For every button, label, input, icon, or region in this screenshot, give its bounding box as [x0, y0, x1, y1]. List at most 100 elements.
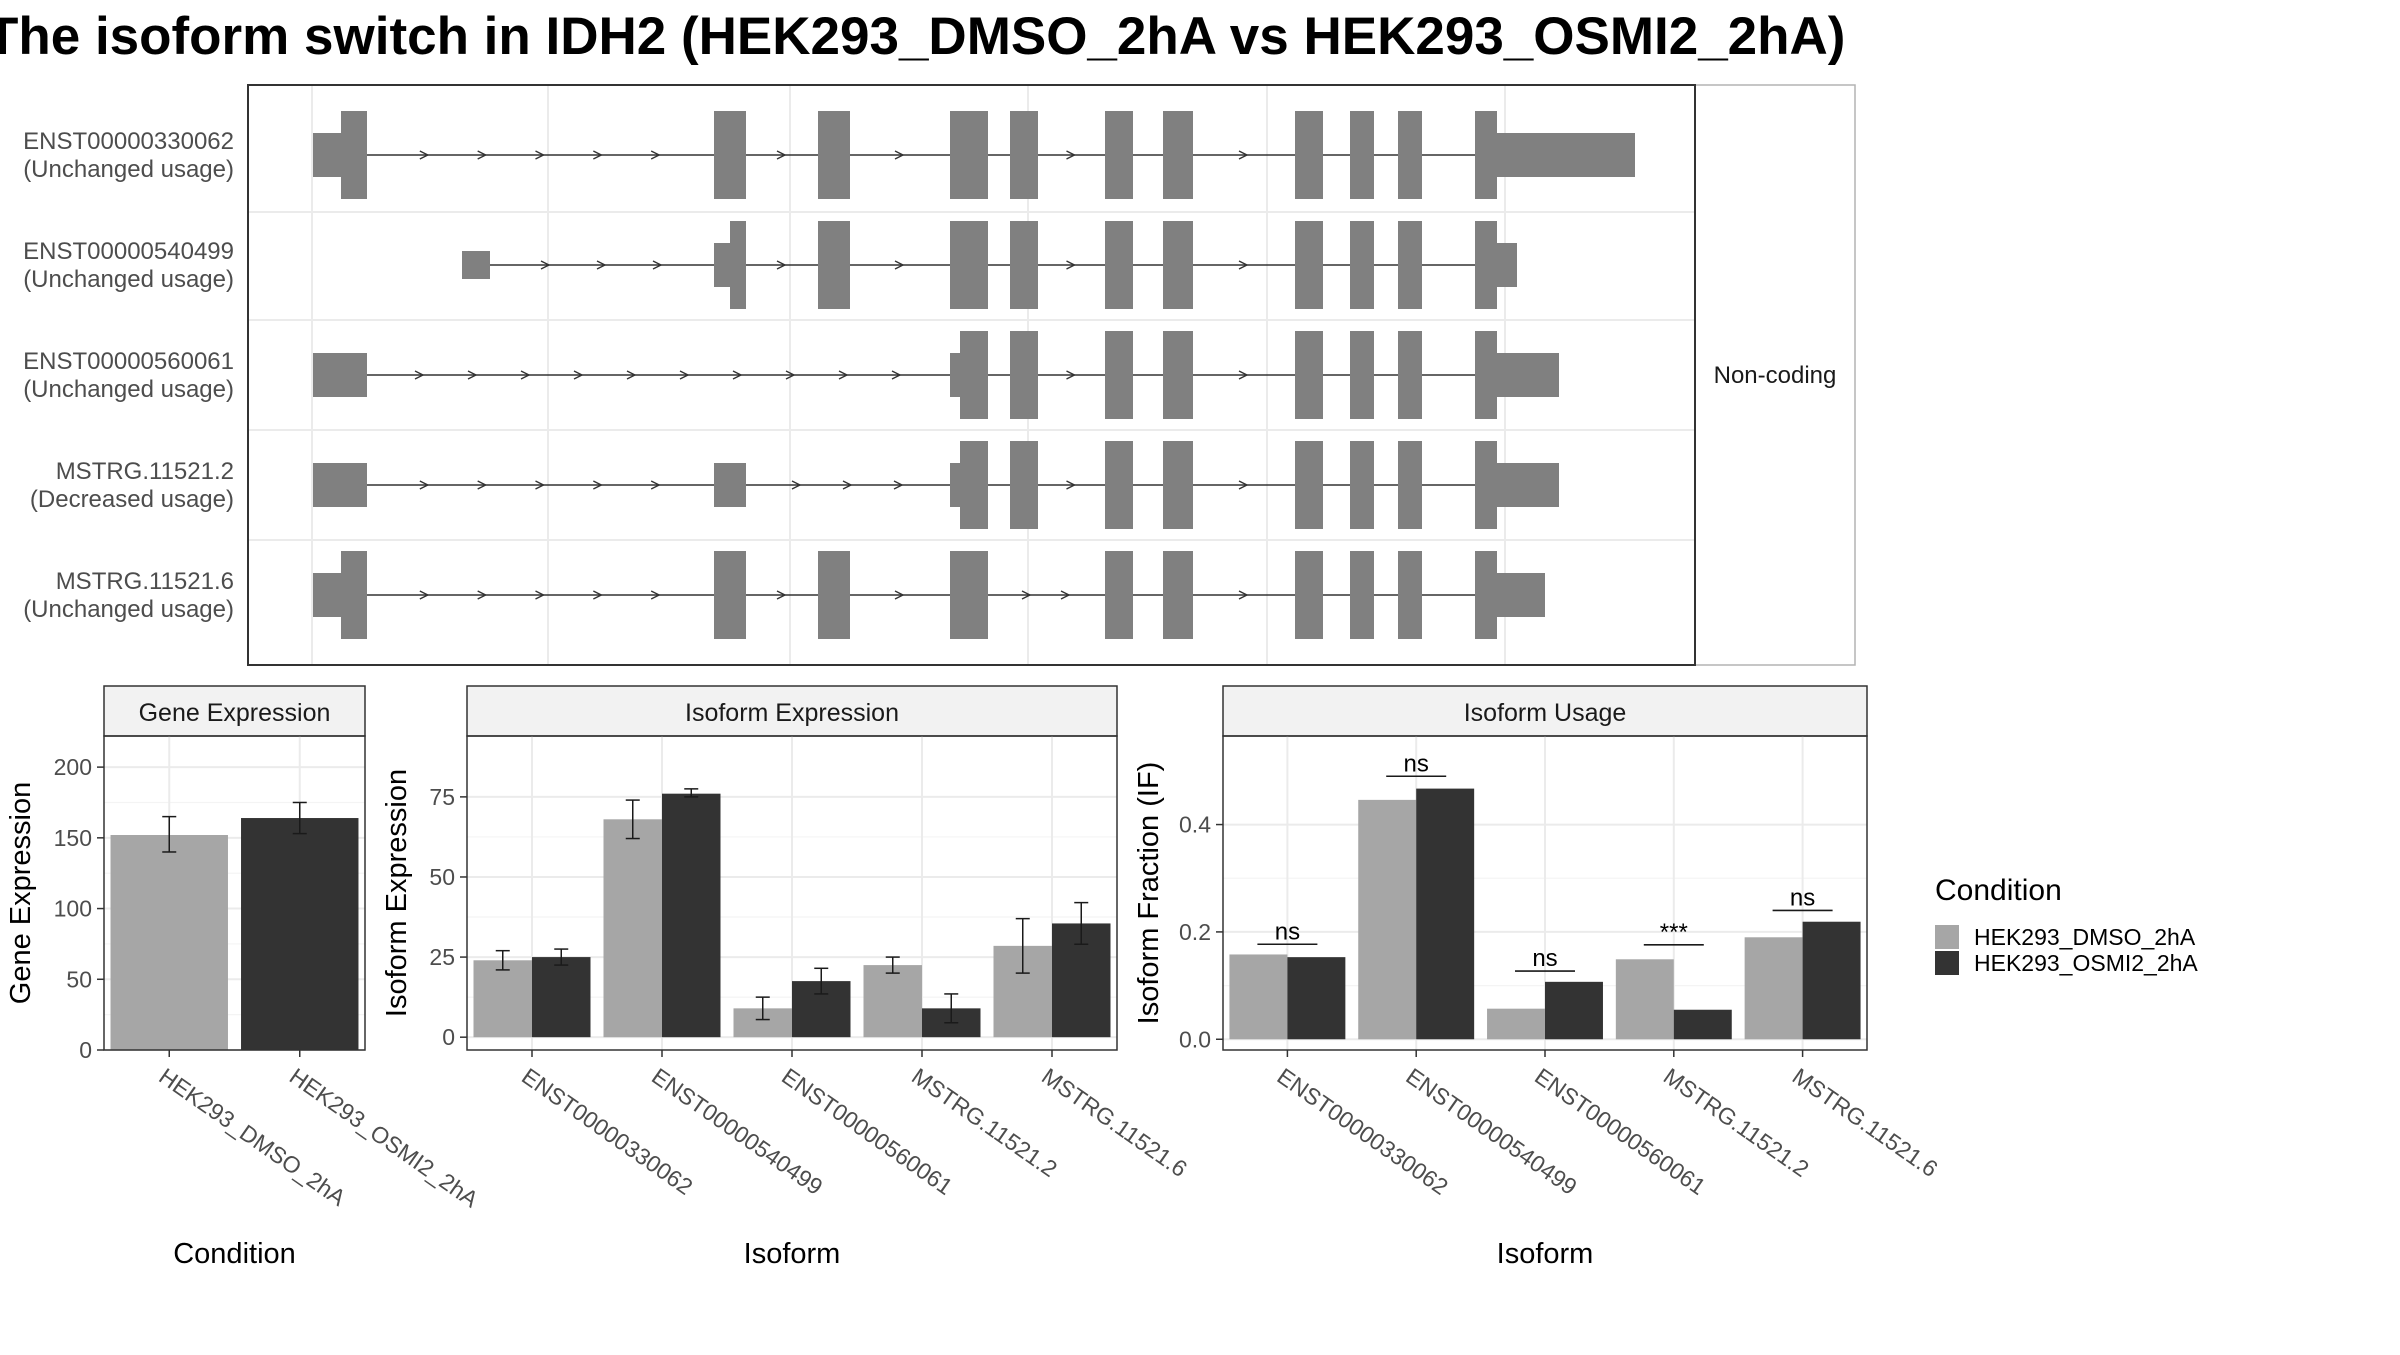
exon-block: [1010, 331, 1038, 419]
exon-block: [1475, 221, 1497, 309]
exon-block: [818, 111, 850, 199]
panel-strip-title: Isoform Usage: [1464, 699, 1627, 727]
bar: [110, 835, 228, 1050]
exon-block: [1398, 551, 1422, 639]
y-axis-title: Isoform Fraction (IF): [1133, 762, 1165, 1025]
exon-block: [1010, 441, 1038, 529]
intron-direction-arrow: [535, 480, 546, 490]
figure-title: The isoform switch in IDH2 (HEK293_DMSO_…: [0, 7, 1846, 66]
transcript-usage-label: (Decreased usage): [30, 486, 234, 513]
panel-strip: [1222, 685, 1868, 737]
isoform-usage-panel: Isoform Usagensnsns***ns0.00.20.4ENST000…: [1133, 685, 1943, 1270]
exon-block: [1497, 353, 1559, 397]
exon-block: [1350, 331, 1374, 419]
intron-direction-arrow: [1021, 590, 1032, 600]
exon-block: [1010, 221, 1038, 309]
exon-block: [1398, 111, 1422, 199]
panel-strip: [103, 685, 366, 737]
significance-label: ***: [1660, 919, 1688, 946]
intron-direction-arrow: [1066, 260, 1077, 270]
exon-block: [1295, 111, 1323, 199]
intron-direction-arrow: [1066, 480, 1077, 490]
y-tick-label: 50: [66, 966, 92, 992]
panel-strip-title: Gene Expression: [139, 699, 331, 727]
exon-block: [1163, 441, 1193, 529]
exon-block: [950, 111, 988, 199]
y-tick-label: 100: [54, 896, 92, 922]
significance-label: ns: [1404, 750, 1429, 777]
exon-block: [462, 251, 490, 279]
bar: [1673, 1009, 1732, 1040]
exon-block: [950, 221, 988, 309]
bar: [1287, 957, 1346, 1040]
exon-block: [1350, 111, 1374, 199]
intron-direction-arrow: [535, 590, 546, 600]
exon-block: [1497, 133, 1635, 177]
exon-block: [818, 551, 850, 639]
intron-direction-arrow: [842, 480, 853, 490]
bar: [1615, 959, 1674, 1040]
transcript-track: [313, 441, 1559, 529]
intron-direction-arrow: [1066, 150, 1077, 160]
intron-direction-arrow: [894, 260, 905, 270]
exon-block: [1105, 441, 1133, 529]
exon-block: [950, 353, 960, 397]
intron-direction-arrow: [893, 480, 904, 490]
transcript-track: [313, 551, 1545, 639]
intron-direction-arrow: [650, 150, 661, 160]
exon-block: [1105, 111, 1133, 199]
bar: [1358, 799, 1417, 1040]
exon-block: [714, 243, 730, 287]
y-tick-label: 0.4: [1179, 812, 1211, 838]
exon-block: [950, 551, 988, 639]
intron-direction-arrow: [467, 370, 478, 380]
isoform-expression-panel: Isoform Expression0255075ENST00000330062…: [381, 685, 1192, 1270]
intron-direction-arrow: [891, 370, 902, 380]
exon-block: [1398, 331, 1422, 419]
bar: [603, 819, 662, 1038]
bar: [1744, 937, 1803, 1040]
exon-block: [341, 111, 367, 199]
intron-direction-arrow: [679, 370, 690, 380]
exon-block: [714, 463, 746, 507]
exon-block: [1163, 551, 1193, 639]
intron-direction-arrow: [650, 590, 661, 600]
intron-direction-arrow: [1238, 370, 1249, 380]
exon-block: [1295, 221, 1323, 309]
intron-direction-arrow: [414, 370, 425, 380]
intron-direction-arrow: [791, 480, 802, 490]
exon-block: [1295, 441, 1323, 529]
exon-block: [1295, 551, 1323, 639]
exon-block: [1475, 551, 1497, 639]
exon-block: [1497, 463, 1559, 507]
exon-block: [1497, 243, 1517, 287]
transcript-usage-label: (Unchanged usage): [23, 156, 234, 183]
intron-direction-arrow: [477, 150, 488, 160]
transcript-track: [313, 111, 1635, 199]
exon-block: [1475, 331, 1497, 419]
transcript-track: [313, 331, 1559, 419]
intron-direction-arrow: [785, 370, 796, 380]
exon-block: [1475, 111, 1497, 199]
intron-direction-arrow: [540, 260, 551, 270]
intron-direction-arrow: [652, 260, 663, 270]
bar: [662, 793, 721, 1038]
legend-swatch: [1935, 951, 1959, 975]
bar: [863, 965, 922, 1038]
exon-block: [1398, 441, 1422, 529]
transcript-id-label: ENST00000330062: [23, 128, 234, 155]
exon-block: [1010, 111, 1038, 199]
exon-block: [313, 353, 367, 397]
structure-strip: [1694, 84, 1856, 666]
transcript-id-label: ENST00000560061: [23, 348, 234, 375]
intron-direction-arrow: [1238, 590, 1249, 600]
y-tick-label: 150: [54, 825, 92, 851]
y-tick-label: 0.0: [1179, 1026, 1211, 1052]
y-tick-label: 200: [54, 754, 92, 780]
intron-direction-arrow: [477, 480, 488, 490]
noncoding-strip-label: Non-coding: [1714, 362, 1837, 389]
exon-block: [313, 133, 343, 177]
